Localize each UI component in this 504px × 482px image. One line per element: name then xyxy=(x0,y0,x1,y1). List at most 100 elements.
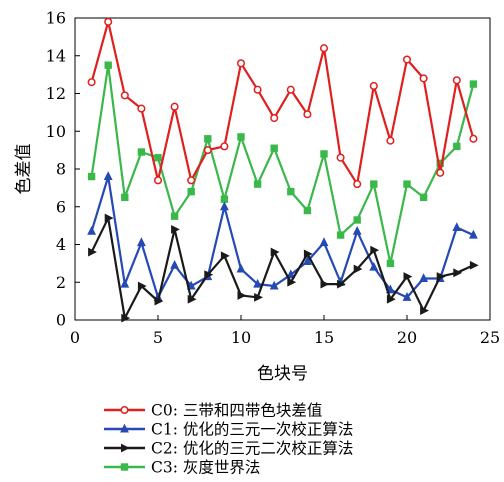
data-point xyxy=(369,261,379,271)
y-tick-label: 10 xyxy=(46,122,66,141)
legend-label: C1: 优化的三元一次校正算法 xyxy=(151,420,353,439)
data-point xyxy=(153,176,163,185)
data-point xyxy=(137,281,147,291)
data-point xyxy=(386,259,395,268)
data-point xyxy=(436,272,446,281)
legend-entry: C1: 优化的三元一次校正算法 xyxy=(104,420,353,439)
data-point xyxy=(287,277,297,287)
data-point xyxy=(137,148,146,156)
data-point xyxy=(87,172,96,181)
y-tick-label: 2 xyxy=(56,273,66,292)
data-point xyxy=(453,268,463,278)
x-tick-label: 15 xyxy=(314,328,334,347)
data-point xyxy=(104,61,112,69)
data-point xyxy=(453,142,461,151)
data-point xyxy=(170,259,180,269)
data-point xyxy=(336,153,345,162)
data-point xyxy=(154,153,162,162)
data-point xyxy=(352,225,362,235)
data-point xyxy=(220,142,229,151)
data-point xyxy=(370,245,380,255)
data-point xyxy=(420,306,429,315)
data-point xyxy=(370,180,378,188)
legend-swatch-marker xyxy=(120,463,129,471)
data-point xyxy=(270,247,280,257)
data-point xyxy=(154,296,164,306)
data-point xyxy=(386,294,396,304)
data-point xyxy=(320,279,330,289)
data-point xyxy=(403,180,411,188)
data-point xyxy=(336,231,345,239)
data-point xyxy=(303,249,313,259)
data-point xyxy=(270,144,278,152)
x-axis-label: 色块号 xyxy=(257,364,308,384)
series-layer xyxy=(87,17,479,323)
data-point xyxy=(204,270,214,280)
y-tick-label: 8 xyxy=(56,160,66,179)
data-point xyxy=(103,171,113,181)
data-point xyxy=(419,193,428,202)
data-point xyxy=(402,292,412,301)
data-point xyxy=(469,134,478,143)
data-point xyxy=(468,229,478,239)
legend-entry: C2: 优化的三元二次校正算法 xyxy=(104,439,353,458)
data-point xyxy=(337,279,346,289)
data-point xyxy=(419,74,428,83)
x-tick-label: 5 xyxy=(153,328,163,347)
y-tick-label: 4 xyxy=(56,235,66,254)
data-point xyxy=(137,104,146,113)
data-point xyxy=(353,216,361,224)
data-point xyxy=(286,269,296,279)
legend-entry: C3: 灰度世界法 xyxy=(104,459,260,477)
series-0 xyxy=(87,17,478,189)
data-point xyxy=(287,187,295,196)
legend-label: C0: 三带和四带色块差值 xyxy=(151,402,322,420)
data-point xyxy=(203,146,212,155)
data-point xyxy=(187,294,197,304)
series-2 xyxy=(88,213,479,323)
data-point xyxy=(436,168,445,177)
data-point xyxy=(269,280,279,290)
data-point xyxy=(236,59,246,68)
data-point xyxy=(219,201,229,211)
data-point xyxy=(270,113,279,123)
data-point xyxy=(469,260,479,270)
data-point xyxy=(369,81,378,90)
data-point xyxy=(254,292,263,302)
data-point xyxy=(88,247,97,257)
data-point xyxy=(403,272,413,281)
data-point xyxy=(353,264,363,274)
legend-swatch-marker xyxy=(120,405,129,415)
series-line xyxy=(90,64,475,265)
x-tick-label: 0 xyxy=(70,328,80,347)
series-line xyxy=(90,20,475,186)
data-point xyxy=(120,91,129,100)
data-point xyxy=(87,78,96,87)
data-point xyxy=(187,187,195,196)
data-point xyxy=(170,102,179,111)
data-point xyxy=(386,136,395,145)
legend-label: C3: 灰度世界法 xyxy=(151,459,260,477)
legend-label: C2: 优化的三元二次校正算法 xyxy=(151,439,353,458)
data-point xyxy=(253,180,262,188)
data-point xyxy=(452,76,461,85)
series-3 xyxy=(87,61,478,268)
data-point xyxy=(204,135,212,143)
data-point xyxy=(237,291,247,300)
y-tick-label: 12 xyxy=(46,84,66,103)
data-point xyxy=(253,278,263,288)
data-point xyxy=(452,222,462,232)
data-point xyxy=(303,206,312,215)
series-line xyxy=(90,175,474,299)
data-point xyxy=(319,44,329,53)
legend-entry: C0: 三带和四带色块差值 xyxy=(104,402,322,420)
data-point xyxy=(320,150,328,158)
data-point xyxy=(120,278,130,288)
x-tick-label: 20 xyxy=(397,328,417,347)
data-point xyxy=(319,237,329,247)
data-point xyxy=(402,55,412,64)
data-point xyxy=(469,80,478,88)
data-point xyxy=(237,133,245,141)
y-tick-label: 6 xyxy=(56,197,66,216)
